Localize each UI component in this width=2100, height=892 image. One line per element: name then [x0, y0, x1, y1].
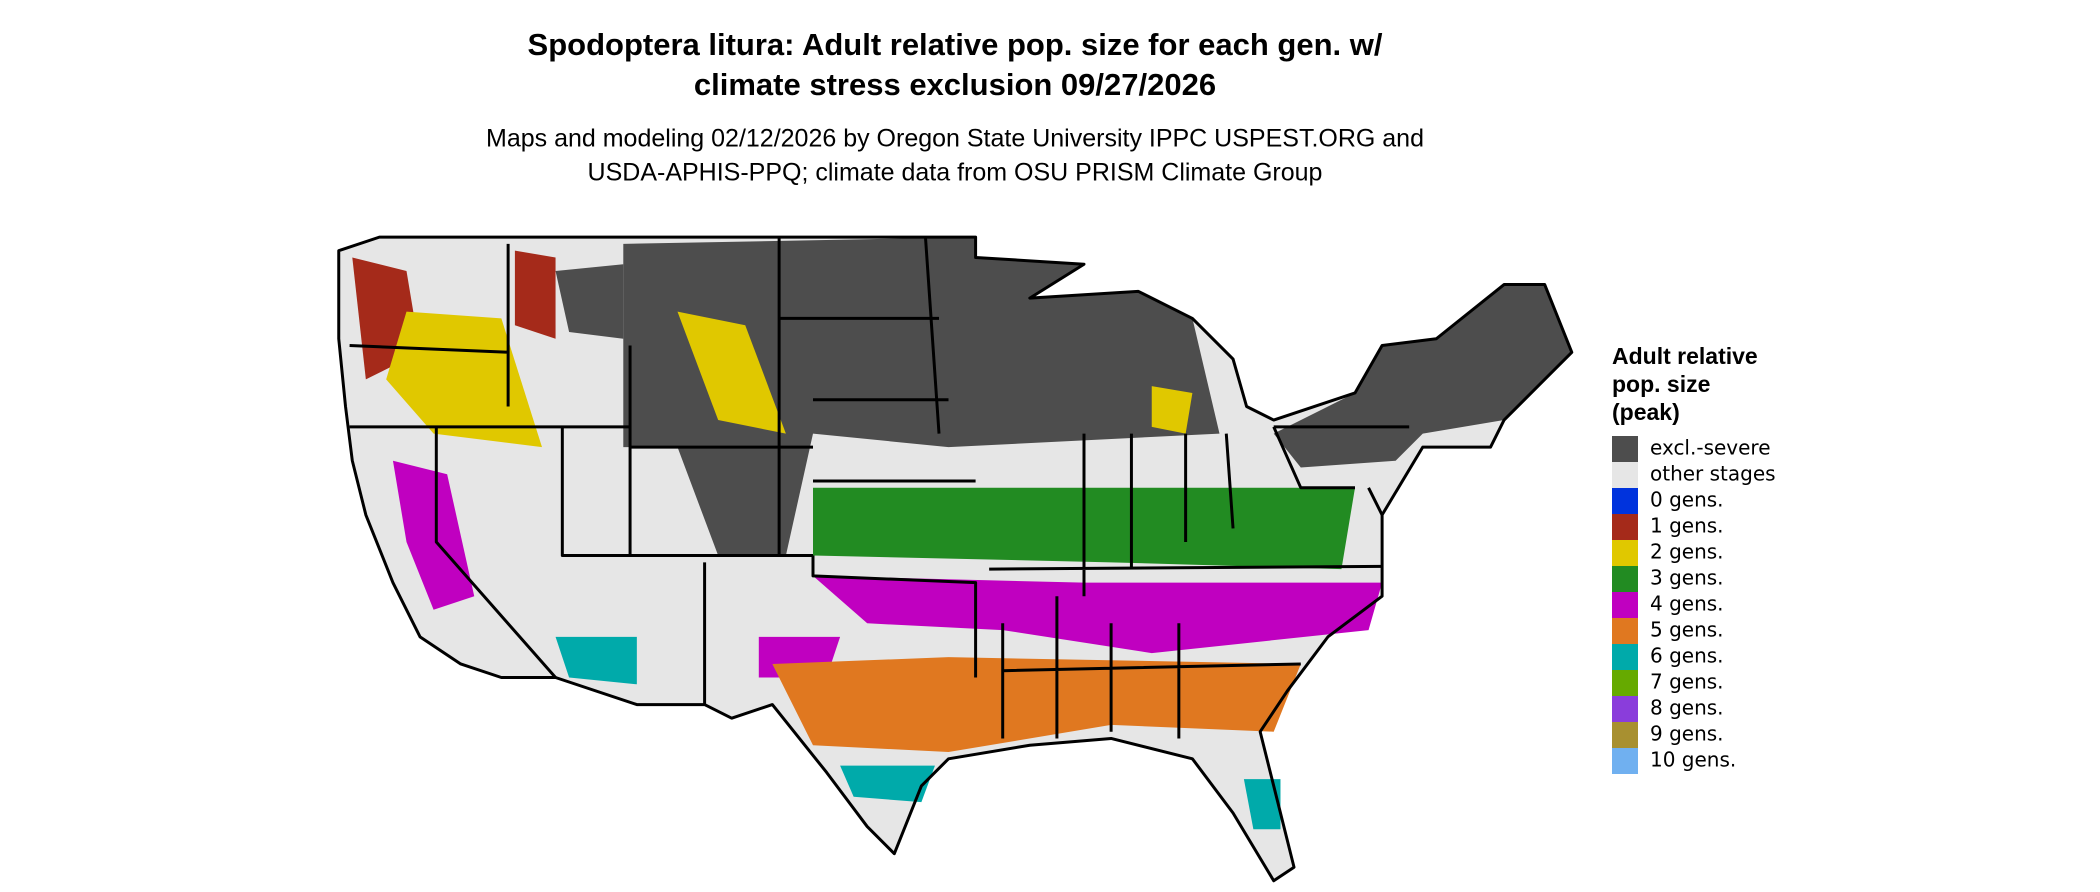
legend-swatch [1612, 618, 1638, 644]
subtitle-line: USDA-APHIS-PPQ; climate data from OSU PR… [588, 159, 1323, 187]
excluded-region [1273, 284, 1572, 468]
excluded-region [555, 264, 624, 339]
gen-region [392, 460, 475, 610]
subtitle-line: Maps and modeling 02/12/2026 by Oregon S… [486, 125, 1424, 153]
gen-region [1151, 386, 1193, 434]
legend-label: 10 gens. [1650, 748, 1736, 772]
legend-label: 2 gens. [1650, 540, 1724, 564]
gen-region [514, 250, 556, 339]
gen-region [813, 575, 1383, 654]
legend-swatch [1612, 670, 1638, 696]
legend-swatch [1612, 436, 1638, 462]
title-line: climate stress exclusion 09/27/2026 [694, 67, 1216, 102]
map [337, 235, 1574, 883]
legend-swatch [1612, 644, 1638, 670]
gen-region [1243, 779, 1281, 830]
legend-swatch [1612, 696, 1638, 722]
legend-label: 9 gens. [1650, 722, 1724, 746]
gen-region [840, 765, 935, 803]
legend-swatch [1612, 592, 1638, 618]
legend-label: 0 gens. [1650, 488, 1724, 512]
legend-swatch [1612, 540, 1638, 566]
us-outline [337, 235, 1574, 883]
legend-label: 3 gens. [1650, 566, 1724, 590]
legend-label: excl.-severe [1650, 436, 1771, 460]
legend-label: 5 gens. [1650, 618, 1724, 642]
legend-label: 8 gens. [1650, 696, 1724, 720]
gen-region [772, 657, 1301, 753]
gen-region [555, 636, 637, 685]
state-borders [349, 237, 1410, 739]
legend-label: other stages [1650, 462, 1776, 486]
legend-swatch [1612, 722, 1638, 748]
legend-swatch [1612, 748, 1638, 774]
legend-label: 1 gens. [1650, 514, 1724, 538]
legend-swatch [1612, 514, 1638, 540]
legend-title: (peak) [1612, 399, 1680, 425]
legend-swatch [1612, 488, 1638, 514]
legend-label: 6 gens. [1650, 644, 1724, 668]
excluded-region [623, 237, 1220, 556]
legend-label: 4 gens. [1650, 592, 1724, 616]
gen-region [677, 311, 786, 434]
legend-label: 7 gens. [1650, 670, 1724, 694]
title-line: Spodoptera litura: Adult relative pop. s… [528, 27, 1383, 62]
legend-swatch [1612, 566, 1638, 592]
legend-title: pop. size [1612, 371, 1710, 397]
gen-region [386, 311, 542, 448]
legend-swatch [1612, 462, 1638, 488]
legend-title: Adult relative [1612, 343, 1758, 369]
